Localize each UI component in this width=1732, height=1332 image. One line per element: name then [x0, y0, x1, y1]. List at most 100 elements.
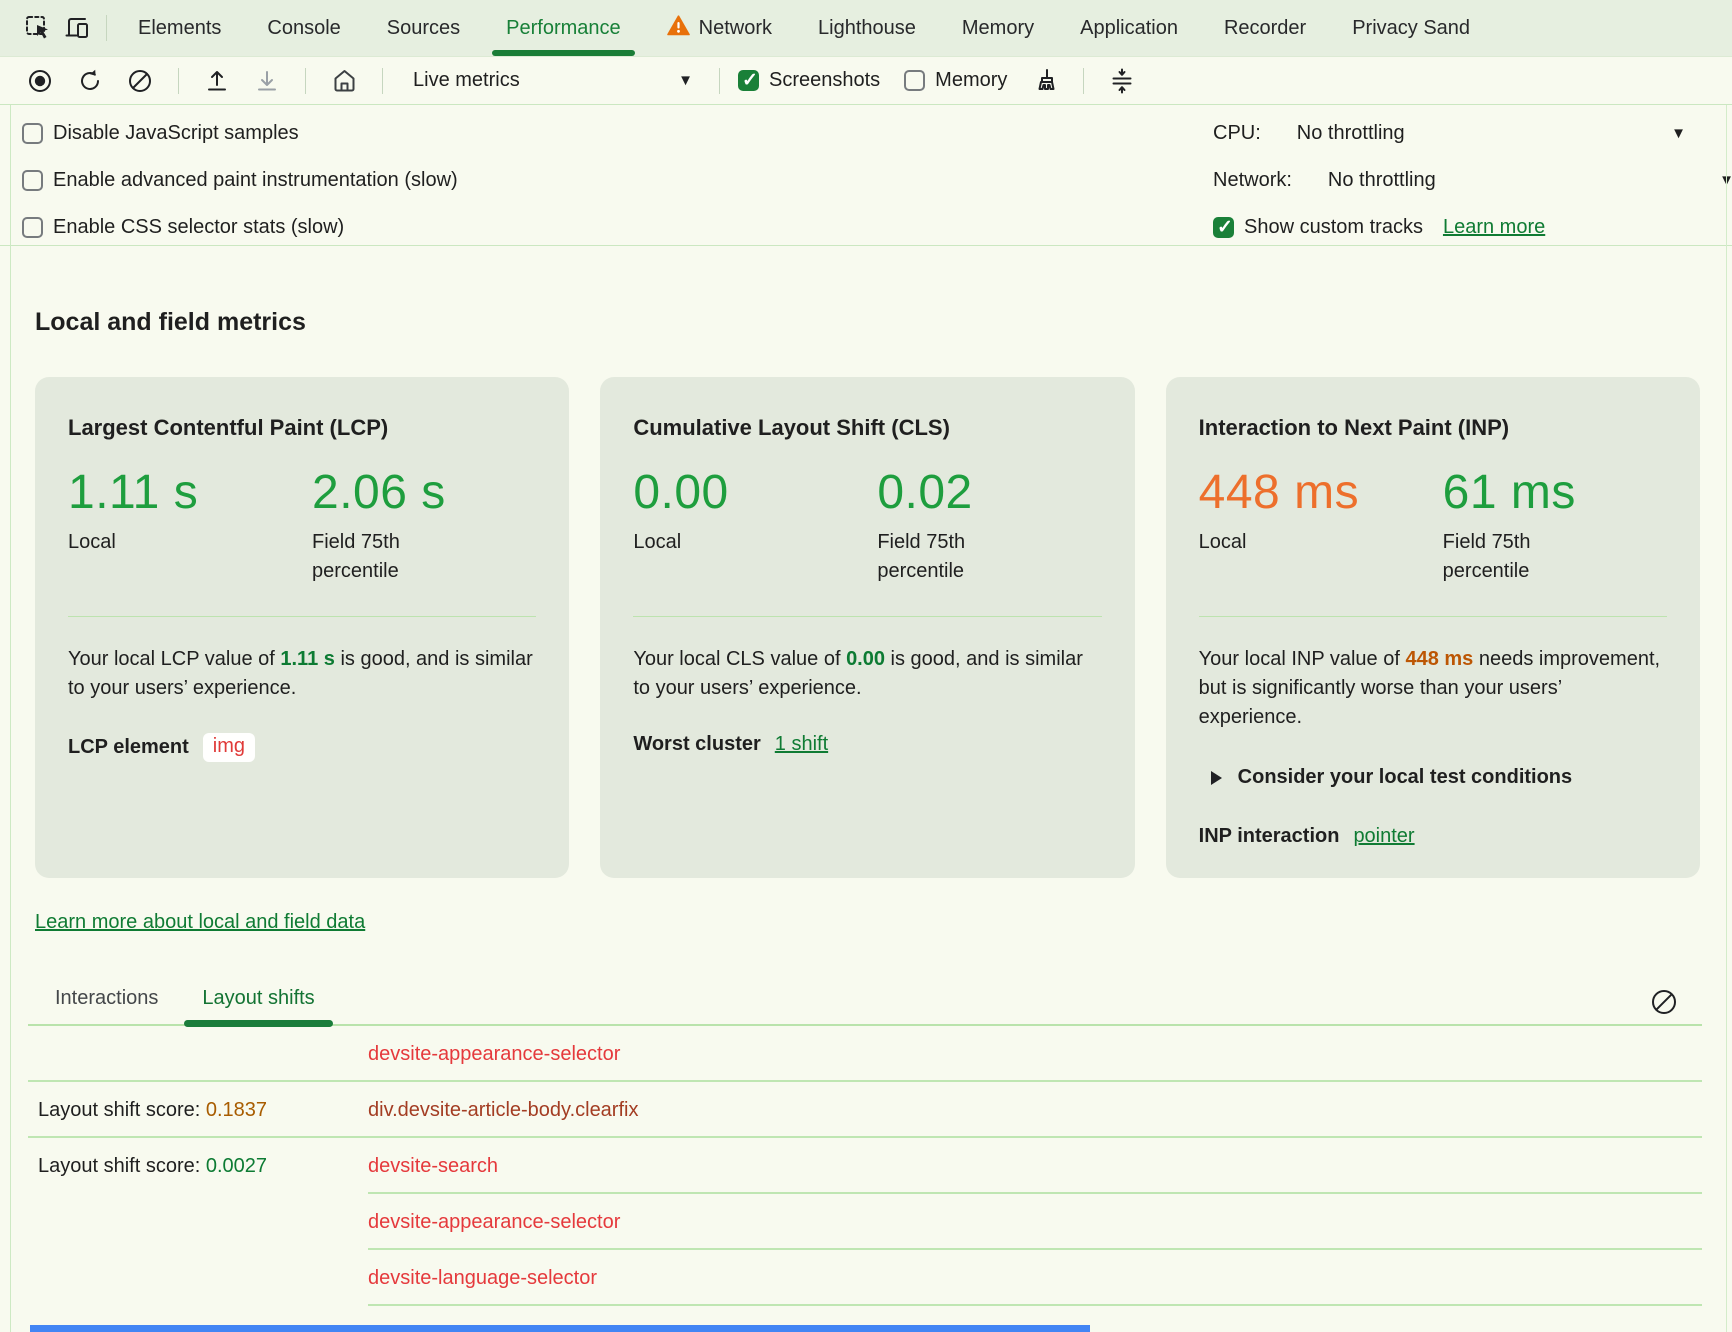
layout-shift-row: devsite-appearance-selector	[0, 1026, 1732, 1082]
tabbar-left-icons	[0, 0, 115, 56]
layout-shift-row: Layout shift score: 0.1837 div.devsite-a…	[0, 1082, 1732, 1138]
cls-field-value: 0.02	[877, 465, 1101, 520]
tab-console[interactable]: Console	[244, 0, 363, 56]
live-metrics-view: Local and field metrics Largest Contentf…	[0, 308, 1732, 1332]
load-profile-icon[interactable]	[197, 63, 237, 99]
throttling-settings: CPU: No throttling ▼ Network: No throttl…	[1213, 105, 1732, 251]
layout-shift-row: Layout shift score: 0.0027 devsite-searc…	[0, 1138, 1732, 1194]
metrics-heading: Local and field metrics	[35, 308, 1732, 337]
checkbox-unchecked-icon	[22, 170, 43, 191]
network-throttling-select[interactable]: No throttling	[1328, 169, 1436, 192]
toolbar-separator	[178, 68, 179, 94]
lcp-card: Largest Contentful Paint (LCP) 1.11 s Lo…	[35, 377, 569, 878]
cls-description: Your local CLS value of 0.00 is good, an…	[633, 645, 1101, 703]
clear-button[interactable]	[120, 63, 160, 99]
layout-shift-rows: devsite-appearance-selector Layout shift…	[0, 1026, 1732, 1332]
divider	[633, 616, 1101, 617]
performance-toolbar: Live metrics ▼ Screenshots Memory	[0, 57, 1732, 105]
layout-shift-row: devsite-appearance-selector	[0, 1194, 1732, 1250]
tabbar-separator	[106, 15, 107, 41]
shifts-log-panel: Interactions Layout shifts devsite-appea…	[0, 982, 1732, 1332]
lcp-field-value-block: 2.06 s Field 75th percentile	[312, 465, 536, 586]
record-button[interactable]	[20, 63, 60, 99]
worst-cluster-link[interactable]: 1 shift	[775, 733, 828, 756]
shift-element-link[interactable]: devsite-search	[368, 1155, 1732, 1178]
toolbar-separator	[719, 68, 720, 94]
lcp-field-value: 2.06 s	[312, 465, 536, 520]
devtools-performance-panel: Elements Console Sources Performance Net…	[0, 0, 1732, 1332]
worst-cluster-label: Worst cluster	[633, 733, 760, 756]
inp-local-value-block: 448 ms Local	[1199, 465, 1443, 586]
save-profile-icon[interactable]	[247, 63, 287, 99]
shift-element-link[interactable]: div.devsite-article-body.clearfix	[368, 1099, 1732, 1122]
cpu-throttling-row: CPU: No throttling ▼	[1213, 110, 1732, 157]
custom-tracks-learn-more-link[interactable]: Learn more	[1443, 216, 1545, 239]
gc-brush-icon[interactable]	[1025, 63, 1065, 99]
live-metrics-select[interactable]: Live metrics ▼	[401, 69, 701, 92]
tab-memory[interactable]: Memory	[939, 0, 1057, 56]
cls-card: Cumulative Layout Shift (CLS) 0.00 Local…	[600, 377, 1134, 878]
tab-privacy-sandbox[interactable]: Privacy Sand	[1329, 0, 1470, 56]
device-toolbar-icon[interactable]	[58, 8, 98, 48]
cpu-throttling-select[interactable]: No throttling	[1297, 122, 1405, 145]
warning-icon	[667, 15, 690, 42]
tab-layout-shifts[interactable]: Layout shifts	[202, 987, 314, 1024]
inp-field-value-block: 61 ms Field 75th percentile	[1443, 465, 1667, 586]
divider	[68, 616, 536, 617]
inp-card: Interaction to Next Paint (INP) 448 ms L…	[1166, 377, 1700, 878]
triangle-right-icon	[1211, 771, 1222, 785]
show-custom-tracks-checkbox[interactable]	[1213, 217, 1234, 238]
home-icon[interactable]	[324, 63, 364, 99]
panel-right-border	[1726, 105, 1727, 1332]
shift-score: Layout shift score: 0.1837	[38, 1099, 368, 1122]
chevron-down-icon: ▼	[678, 72, 693, 89]
tab-interactions[interactable]: Interactions	[55, 987, 158, 1024]
cls-local-value: 0.00	[633, 465, 877, 520]
shift-score: Layout shift score: 0.0027	[38, 1155, 368, 1178]
tab-elements[interactable]: Elements	[115, 0, 244, 56]
cls-card-title: Cumulative Layout Shift (CLS)	[633, 415, 1101, 441]
clear-log-icon[interactable]	[1644, 982, 1684, 1022]
reload-record-button[interactable]	[70, 63, 110, 99]
toolbar-separator	[305, 68, 306, 94]
tab-lighthouse[interactable]: Lighthouse	[795, 0, 939, 56]
checkbox-unchecked-icon	[22, 123, 43, 144]
selected-row-highlight	[30, 1325, 1090, 1332]
panel-tabs: Elements Console Sources Performance Net…	[115, 0, 1470, 56]
lcp-element-chip[interactable]: img	[203, 733, 255, 762]
devtools-tab-bar: Elements Console Sources Performance Net…	[0, 0, 1732, 57]
local-test-conditions-expander[interactable]: Consider your local test conditions	[1211, 766, 1667, 789]
memory-checkbox[interactable]: Memory	[904, 69, 1007, 92]
inp-interaction-label: INP interaction	[1199, 825, 1340, 848]
tab-application[interactable]: Application	[1057, 0, 1201, 56]
metric-cards: Largest Contentful Paint (LCP) 1.11 s Lo…	[35, 377, 1700, 878]
field-data-learn-more-link[interactable]: Learn more about local and field data	[35, 911, 365, 933]
checkbox-unchecked-icon	[22, 217, 43, 238]
lcp-element-label: LCP element	[68, 736, 189, 759]
inspect-element-icon[interactable]	[18, 8, 58, 48]
panel-left-border	[10, 105, 11, 1332]
tab-sources[interactable]: Sources	[364, 0, 483, 56]
lcp-local-value-block: 1.11 s Local	[68, 465, 312, 586]
shifts-tabs: Interactions Layout shifts	[0, 982, 1732, 1024]
inp-local-value: 448 ms	[1199, 465, 1443, 520]
toolbar-separator	[382, 68, 383, 94]
cls-local-value-block: 0.00 Local	[633, 465, 877, 586]
inp-interaction-link[interactable]: pointer	[1353, 825, 1414, 848]
show-custom-tracks-row: Show custom tracks Learn more	[1213, 204, 1732, 251]
capture-settings: Disable JavaScript samples Enable advanc…	[0, 105, 1732, 246]
checkbox-unchecked-icon	[904, 70, 925, 91]
inp-field-value: 61 ms	[1443, 465, 1667, 520]
shift-element-link[interactable]: devsite-appearance-selector	[368, 1043, 1732, 1066]
divider	[1199, 616, 1667, 617]
shift-element-link[interactable]: devsite-language-selector	[368, 1267, 1732, 1290]
inp-card-title: Interaction to Next Paint (INP)	[1199, 415, 1667, 441]
tab-performance[interactable]: Performance	[483, 0, 644, 56]
tab-recorder[interactable]: Recorder	[1201, 0, 1329, 56]
layout-shift-row: devsite-language-selector	[0, 1250, 1732, 1306]
collapse-sections-icon[interactable]	[1102, 63, 1142, 99]
shift-element-link[interactable]: devsite-appearance-selector	[368, 1211, 1732, 1234]
screenshots-checkbox[interactable]: Screenshots	[738, 69, 880, 92]
chevron-down-icon[interactable]: ▼	[1671, 125, 1686, 142]
tab-network[interactable]: Network	[644, 0, 795, 56]
